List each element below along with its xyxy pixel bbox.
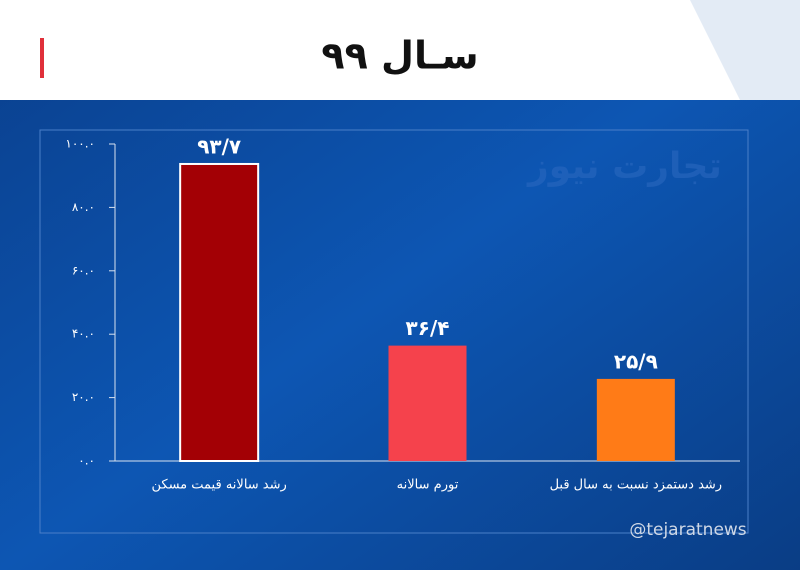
value-label: ۳۶/۴ (406, 316, 450, 340)
y-tick-label: ۸۰.۰ (72, 200, 95, 214)
watermark: تجارت نیوز (526, 146, 722, 187)
header-accent (40, 38, 44, 78)
y-tick-label: ۰.۰ (78, 454, 95, 468)
value-label: ۲۵/۹ (614, 349, 658, 373)
value-label: ۹۳/۷ (197, 134, 241, 158)
bar (179, 162, 260, 462)
x-tick-label: تورم سالانه (397, 478, 459, 493)
y-tick-label: ۲۰.۰ (72, 390, 95, 404)
x-tick-label: رشد دستمزد نسبت به سال قبل (550, 478, 723, 493)
bar (596, 378, 675, 461)
header-decoration (690, 0, 800, 100)
chart-title: سـال ۹۹ (321, 34, 478, 78)
header (0, 0, 800, 100)
y-tick-label: ۶۰.۰ (72, 263, 95, 277)
y-tick-label: ۱۰۰.۰ (65, 137, 95, 151)
chart-frame (39, 129, 749, 534)
x-tick-label: رشد سالانه قیمت مسکن (152, 478, 287, 493)
handle: @tejaratnews (629, 520, 746, 540)
bar (388, 345, 467, 461)
y-tick-label: ۴۰.۰ (72, 327, 95, 341)
